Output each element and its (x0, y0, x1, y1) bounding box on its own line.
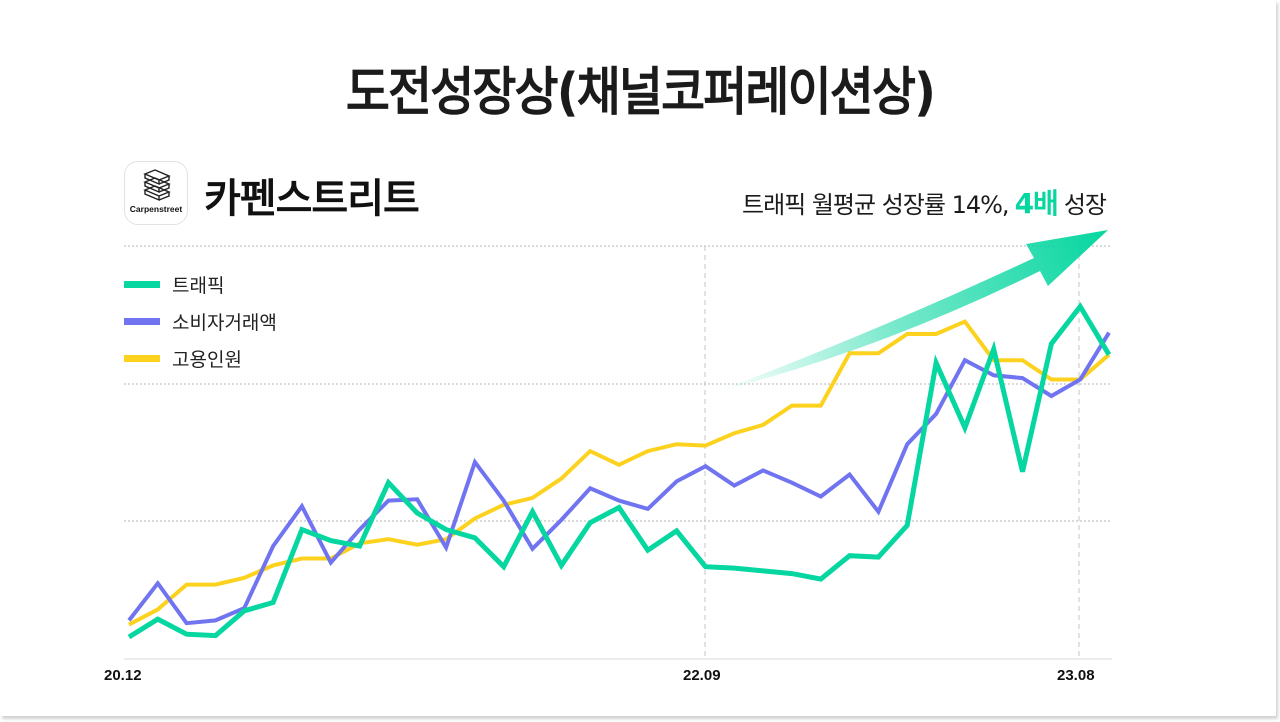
series-line (127, 331, 1111, 626)
growth-arrow-icon (716, 230, 1108, 392)
growth-headline: 트래픽 월평균 성장률 14%, 4배 성장 (741, 182, 1107, 222)
logo-text: Carpenstreet (129, 204, 183, 214)
legend-swatch (124, 355, 160, 362)
legend-item: 소비자거래액 (124, 303, 277, 340)
gridlines (124, 245, 1112, 660)
stacked-beams-icon (143, 169, 171, 202)
legend-swatch (124, 318, 160, 325)
legend-item: 고용인원 (124, 340, 277, 377)
headline-accent: 4배 (1014, 187, 1059, 220)
brand-logo: Carpenstreet (124, 161, 188, 225)
x-axis-label: 20.12 (104, 667, 142, 684)
legend-item: 트래픽 (124, 266, 277, 303)
headline-suffix: 성장 (1063, 191, 1107, 219)
legend-label: 트래픽 (172, 275, 225, 297)
series-line (128, 319, 1111, 627)
series-line (127, 302, 1112, 640)
page-title: 도전성장상(채널코퍼레이션상) (345, 63, 936, 123)
headline-prefix: 트래픽 월평균 성장률 14%, (741, 191, 1010, 219)
legend-swatch (124, 281, 160, 288)
series-lines (127, 302, 1112, 640)
brand-name: 카펜스트리트 (204, 176, 420, 222)
x-axis-label: 22.09 (683, 667, 721, 684)
legend-label: 고용인원 (172, 349, 242, 371)
x-axis-label: 23.08 (1057, 667, 1095, 684)
legend-label: 소비자거래액 (172, 312, 277, 334)
